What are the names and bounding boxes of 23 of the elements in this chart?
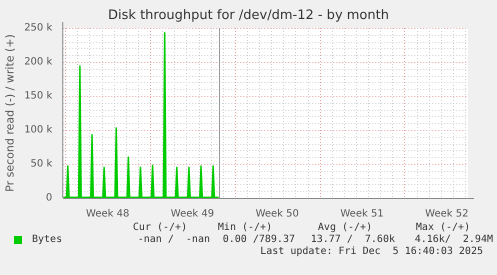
x-tick-label: Week 48 bbox=[86, 208, 130, 220]
x-tick-label: Week 52 bbox=[425, 208, 468, 220]
text: 13.77 / 7.60k bbox=[310, 234, 395, 245]
text: -nan / -nan bbox=[136, 234, 210, 246]
x-tick-label: Week 51 bbox=[340, 208, 384, 220]
text: Max (-/+) bbox=[414, 222, 472, 234]
y-tick-label: 150 k bbox=[24, 90, 52, 102]
y-axis-title: Pr second read (-) / write (+) bbox=[3, 34, 16, 192]
text: Avg (-/+) bbox=[316, 222, 374, 234]
text: Cur (-/+) bbox=[132, 222, 188, 234]
y-tick-label: 50 k bbox=[30, 158, 52, 170]
text: Min (-/+) bbox=[216, 222, 274, 234]
text: Last update: Fri Dec 5 16:40:03 2025 bbox=[260, 246, 483, 258]
y-tick-label: 0 bbox=[46, 192, 52, 204]
chart-title: Disk throughput for /dev/dm-12 - by month bbox=[107, 8, 390, 23]
y-tick-label: 100 k bbox=[24, 124, 52, 136]
text: 4.16k/ 2.94M bbox=[414, 234, 493, 245]
y-tick-label: 200 k bbox=[24, 56, 52, 68]
x-tick-label: Week 49 bbox=[170, 208, 214, 220]
text: 0.00 /789.37 bbox=[222, 234, 295, 245]
legend-label: Bytes bbox=[32, 234, 62, 245]
x-tick-label: Week 50 bbox=[256, 208, 299, 220]
y-tick-label: 250 k bbox=[24, 22, 52, 34]
